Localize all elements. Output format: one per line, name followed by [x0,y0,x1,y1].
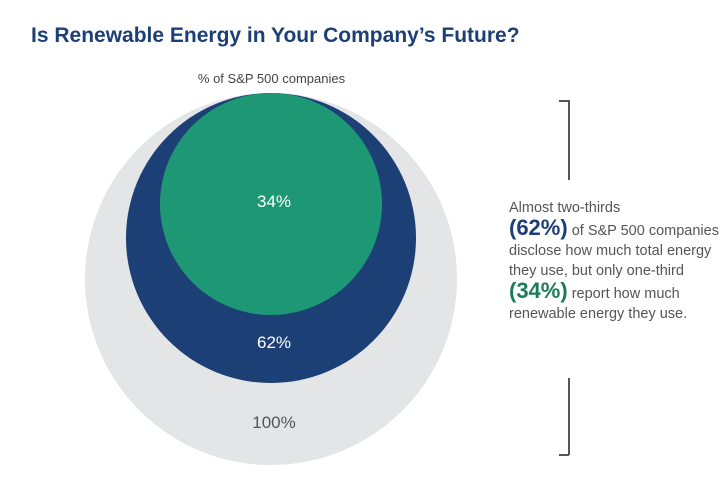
note-text-3: report how much renewable energy they us… [509,286,688,322]
bracket-bottom-line [568,378,570,455]
bracket-top-line [568,100,570,180]
circle-label-34: 34% [257,192,291,211]
chart-title: Is Renewable Energy in Your Company’s Fu… [31,24,520,47]
bracket-bottom-tick [559,454,569,456]
note-pct-34: (34%) [509,278,568,303]
note-text-2: of S&P 500 companies disclose how much t… [509,223,719,279]
note-text-1: Almost two-thirds [509,200,621,216]
bracket-top-tick [559,100,569,102]
circle-label-100: 100% [252,413,295,432]
annotation-text: Almost two-thirds (62%) of S&P 500 compan… [509,198,719,324]
circle-34 [160,93,382,315]
note-pct-62: (62%) [509,215,568,240]
chart-subtitle: % of S&P 500 companies [197,71,346,86]
circle-label-62: 62% [257,333,291,352]
